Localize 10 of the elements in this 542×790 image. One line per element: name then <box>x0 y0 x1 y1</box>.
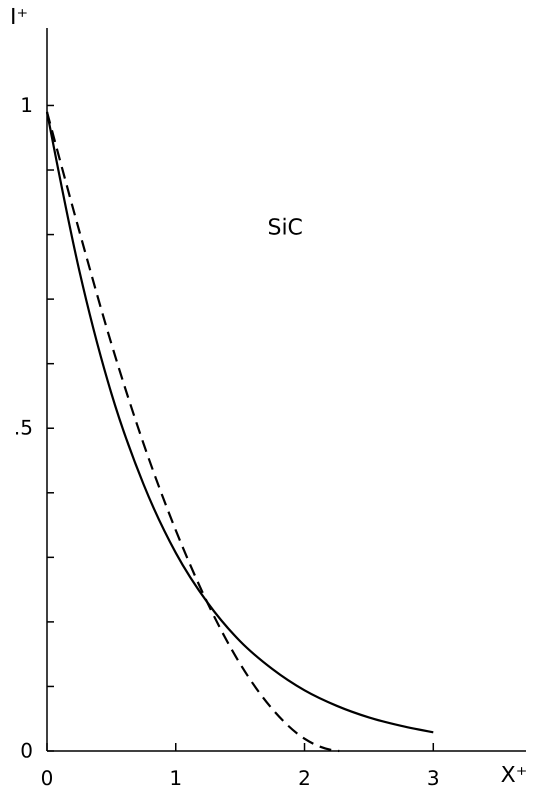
annotation: SiC <box>267 216 303 241</box>
y-tick-label: .5 <box>14 416 33 440</box>
x-tick-label: 3 <box>426 766 440 790</box>
y-axis-title: I⁺ <box>10 5 28 30</box>
x-tick-label: 2 <box>298 766 311 790</box>
y-tick-label: 0 <box>20 738 33 762</box>
x-axis-title: X⁺ <box>500 763 528 788</box>
y-tick-label: 1 <box>20 92 33 117</box>
x-tick-label: 0 <box>40 766 54 790</box>
x-tick-label: 1 <box>169 766 182 790</box>
